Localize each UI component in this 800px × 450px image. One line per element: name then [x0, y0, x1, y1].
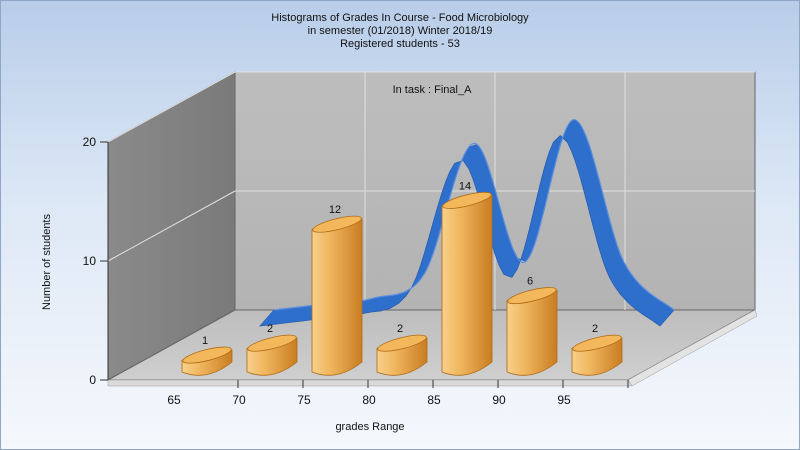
- bar-value-label: 2: [397, 323, 403, 335]
- chart-title: Histograms of Grades In Course - Food Mi…: [0, 12, 800, 51]
- x-tick-label: 85: [427, 393, 441, 407]
- y-axis-label: Number of students: [41, 214, 53, 310]
- grid-line-side: [107, 190, 236, 262]
- bar-value-label: 2: [592, 323, 598, 335]
- bar-top: [377, 334, 427, 352]
- title-line-1: Histograms of Grades In Course - Food Mi…: [271, 12, 529, 24]
- bar: 2: [571, 323, 623, 376]
- distribution-ribbon: [259, 118, 675, 327]
- bar-value-label: 6: [527, 276, 533, 288]
- grid-line-side: [107, 71, 236, 143]
- bar: 6: [506, 276, 558, 376]
- bar: 14: [441, 180, 493, 376]
- bar-body: [311, 218, 363, 376]
- x-tick-label: 75: [297, 393, 311, 407]
- bar-top: [247, 334, 297, 352]
- chart-subtitle: In task : Final_A: [393, 84, 473, 96]
- title-line-2: in semester (01/2018) Winter 2018/19: [307, 25, 493, 37]
- bar-top: [182, 346, 232, 364]
- x-tick-label: 90: [492, 393, 506, 407]
- bar: 12: [311, 204, 363, 376]
- y-tick-label: 10: [83, 254, 97, 268]
- x-tick-label: 70: [232, 393, 246, 407]
- bar-body: [441, 194, 493, 376]
- bar-value-label: 1: [202, 335, 208, 347]
- bar-top: [572, 334, 622, 352]
- ribbon-edge: [273, 118, 675, 311]
- bar: 1: [181, 335, 233, 376]
- floor-lip: [107, 379, 633, 387]
- x-axis-label: grades Range: [335, 421, 404, 433]
- bar-top: [312, 215, 362, 233]
- x-tick-label: 80: [362, 393, 376, 407]
- tick-labels: 0 10 20 65 70 75 80 85 90 95: [83, 135, 629, 407]
- bar: 2: [376, 323, 428, 376]
- bar-top: [442, 191, 492, 209]
- y-tick-label: 0: [89, 373, 96, 387]
- x-tick-label: 65: [167, 393, 181, 407]
- y-tick-label: 20: [83, 135, 97, 149]
- x-tick-label: 95: [557, 393, 571, 407]
- bar-value-label: 12: [329, 204, 341, 216]
- bar: 2: [246, 323, 298, 376]
- bar-top: [507, 287, 557, 305]
- bar-value-label: 14: [459, 180, 471, 192]
- title-line-3: Registered students - 53: [340, 38, 460, 50]
- bar-value-label: 2: [267, 323, 273, 335]
- bar-body: [506, 290, 558, 376]
